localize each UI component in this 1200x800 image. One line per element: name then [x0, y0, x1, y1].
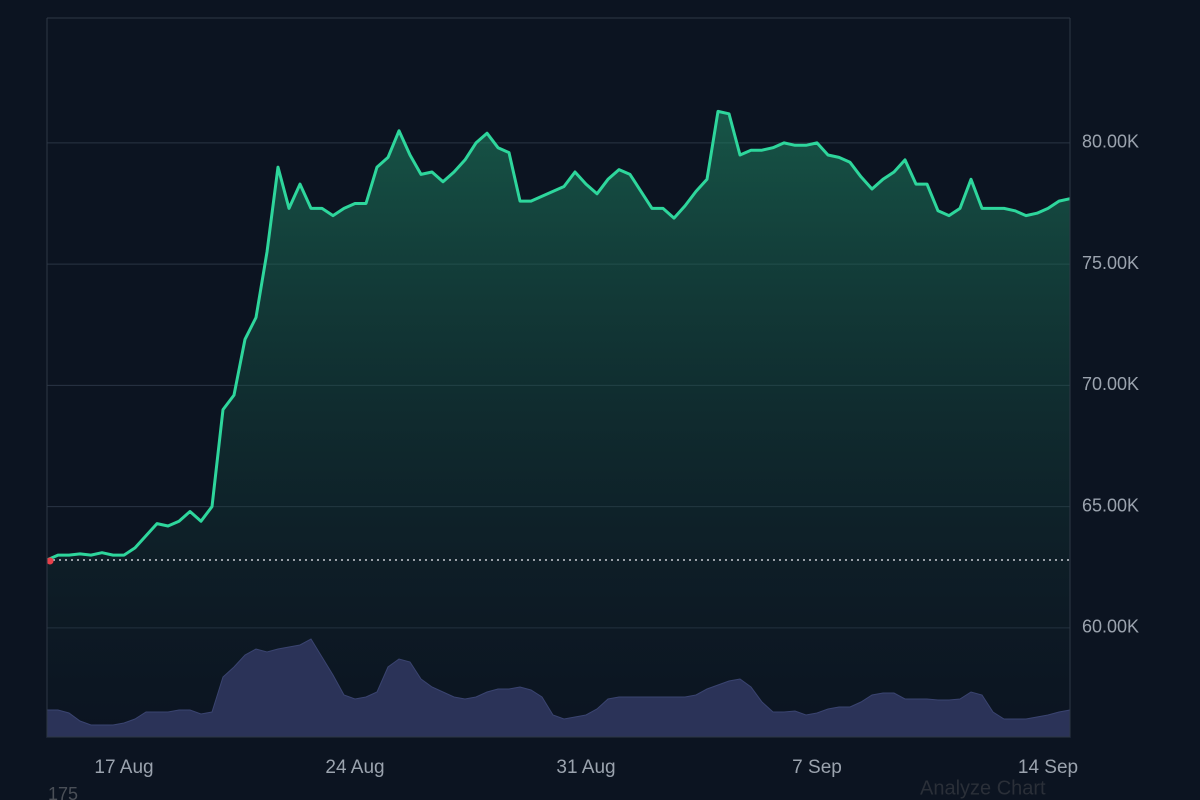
y-tick-label: 75.00K	[1082, 253, 1139, 273]
x-tick-label: 24 Aug	[325, 757, 384, 778]
x-tick-label: 14 Sep	[1018, 757, 1078, 778]
x-tick-label: 17 Aug	[94, 757, 153, 778]
y-tick-label: 65.00K	[1082, 495, 1139, 515]
start-dot	[46, 557, 54, 565]
y-tick-label: 60.00K	[1082, 617, 1139, 637]
labels: 60.00K 65.00K 70.00K 75.00K 80.00K 17 Aug 24 A…	[94, 132, 1139, 778]
marks	[46, 109, 1071, 738]
y-tick-label: 80.00K	[1082, 132, 1139, 152]
price-area	[47, 111, 1070, 737]
price-line	[46, 109, 1071, 562]
footer-left: 175	[48, 784, 78, 800]
x-tick-label: 31 Aug	[556, 757, 615, 778]
volume-area	[46, 638, 1071, 738]
x-tick-label: 7 Sep	[792, 757, 842, 778]
y-tick-label: 70.00K	[1082, 374, 1139, 394]
analyze-chart[interactable]: Analyze Chart	[920, 777, 1046, 799]
